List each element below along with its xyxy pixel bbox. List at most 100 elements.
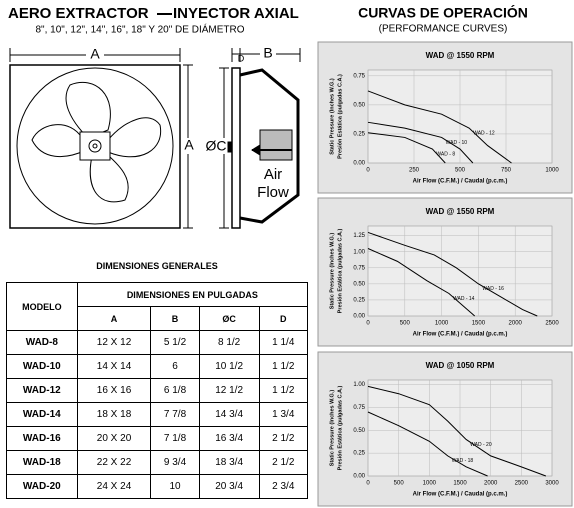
header-cell: ØC [198, 306, 260, 331]
x-tick-label: 2500 [545, 321, 559, 327]
airflow-label: Air [264, 166, 282, 183]
x-tick-label: 0 [366, 168, 370, 174]
x-tick-label: 500 [400, 321, 411, 327]
table-cell: 12 X 12 [76, 330, 152, 355]
x-tick-label: 1000 [435, 321, 449, 327]
curve [367, 385, 547, 477]
x-tick-label: 250 [409, 168, 420, 174]
table-cell: 1 1/4 [258, 330, 309, 355]
table-cell: 12 1/2 [198, 378, 260, 403]
front-view [9, 48, 193, 229]
header-cell: D [258, 306, 309, 331]
table-cell: 18 3/4 [198, 450, 260, 475]
y-tick-label: 0.75 [353, 405, 365, 411]
dim-c: ØC [206, 138, 227, 154]
x-tick-label: 1000 [545, 168, 559, 174]
x-tick-label: 500 [455, 168, 466, 174]
table-cell: WAD-10 [6, 354, 78, 379]
label-bg [205, 138, 227, 154]
curve-label: WAD - 10 [446, 140, 468, 146]
curve [367, 248, 476, 317]
x-tick-label: 500 [394, 481, 405, 487]
y-tick-label: 1.25 [353, 233, 365, 239]
table-cell: 6 [150, 354, 200, 379]
y-tick-label: 1.00 [353, 249, 365, 255]
y-tick-label: 0.00 [353, 161, 365, 167]
y-tick-label: 0.25 [353, 451, 365, 457]
table-cell: 5 1/2 [150, 330, 200, 355]
table-cell: WAD-18 [6, 450, 78, 475]
table-cell: 6 1/8 [150, 378, 200, 403]
x-axis-label: Air Flow (C.F.M.) / Caudal (p.c.m.) [413, 492, 508, 498]
airflow-label: Flow [257, 184, 289, 201]
table-cell: 8 1/2 [198, 330, 260, 355]
y-tick-label: 0.75 [353, 265, 365, 271]
x-axis-label: Air Flow (C.F.M.) / Caudal (p.c.m.) [413, 332, 508, 338]
curve [367, 132, 446, 164]
table-cell: 10 1/2 [198, 354, 260, 379]
title-left: AERO EXTRACTOR [8, 5, 149, 22]
curve [367, 231, 538, 317]
header-cell: DIMENSIONES EN PULGADAS [76, 282, 309, 307]
curve [367, 90, 512, 164]
table-cell: 22 X 22 [76, 450, 152, 475]
table-title: DIMENSIONES GENERALES [96, 261, 218, 271]
curve-label: WAD - 20 [470, 442, 492, 448]
x-tick-label: 2000 [484, 481, 498, 487]
y-tick-label: 0.25 [353, 132, 365, 138]
table-cell: 9 3/4 [150, 450, 200, 475]
y-tick-label: 0.75 [353, 73, 365, 79]
label-bg [182, 138, 196, 154]
x-axis-label: Air Flow (C.F.M.) / Caudal (p.c.m.) [413, 179, 508, 185]
header-cell: A [76, 306, 152, 331]
y-tick-label: 0.25 [353, 298, 365, 304]
y-axis-label: Presión Estática (pulgadas C.A.) [337, 74, 343, 159]
dim-d: D [238, 53, 245, 63]
y-tick-label: 1.00 [353, 382, 365, 388]
table-cell: 1 1/2 [258, 354, 309, 379]
x-tick-label: 1000 [423, 481, 437, 487]
table-cell: 16 X 16 [76, 378, 152, 403]
table-cell: 2 1/2 [258, 450, 309, 475]
x-tick-label: 2000 [509, 321, 523, 327]
y-axis-label: Static Pressure (Inches W.G.) [329, 233, 335, 310]
y-axis-label: Static Pressure (Inches W.G.) [329, 78, 335, 155]
title-right: INYECTOR AXIAL [173, 5, 299, 22]
dim-a-side: A [184, 137, 194, 153]
table-cell: 14 X 14 [76, 354, 152, 379]
dimensions-table: MODELO DIMENSIONES EN PULGADAS A B ØC D WAD-… [6, 282, 309, 499]
table-cell: 1 3/4 [258, 402, 309, 427]
curves-title: CURVAS DE OPERACIÓN [358, 4, 528, 21]
table-cell: 24 X 24 [76, 474, 152, 499]
y-tick-label: 0.50 [353, 428, 365, 434]
dim-a-top: A [90, 46, 100, 62]
x-tick-label: 750 [501, 168, 512, 174]
header-cell: MODELO [6, 282, 78, 331]
x-tick-label: 3000 [545, 481, 559, 487]
table-cell: 16 3/4 [198, 426, 260, 451]
y-axis-label: Static Pressure (Inches W.G.) [329, 390, 335, 467]
y-tick-label: 0.50 [353, 102, 365, 108]
curve-label: WAD - 16 [482, 286, 504, 292]
dim-b: B [263, 45, 272, 61]
table-cell: 2 3/4 [258, 474, 309, 499]
table-cell: 14 3/4 [198, 402, 260, 427]
y-axis-label: Presión Estática (pulgadas C.A.) [337, 229, 343, 314]
chart-title: WAD @ 1550 RPM [426, 207, 495, 216]
label-bg [260, 47, 276, 61]
label-bg [86, 49, 104, 61]
table-cell: WAD-16 [6, 426, 78, 451]
table-cell: WAD-20 [6, 474, 78, 499]
table-cell: WAD-8 [6, 330, 78, 355]
y-tick-label: 0.00 [353, 314, 365, 320]
x-tick-label: 1500 [472, 321, 486, 327]
y-axis-label: Presión Estática (pulgadas C.A.) [337, 386, 343, 471]
table-cell: 2 1/2 [258, 426, 309, 451]
curve [367, 411, 488, 477]
y-tick-label: 0.50 [353, 281, 365, 287]
chart-title: WAD @ 1050 RPM [426, 361, 495, 370]
curve-label: WAD - 18 [452, 458, 474, 464]
table-cell: 18 X 18 [76, 402, 152, 427]
